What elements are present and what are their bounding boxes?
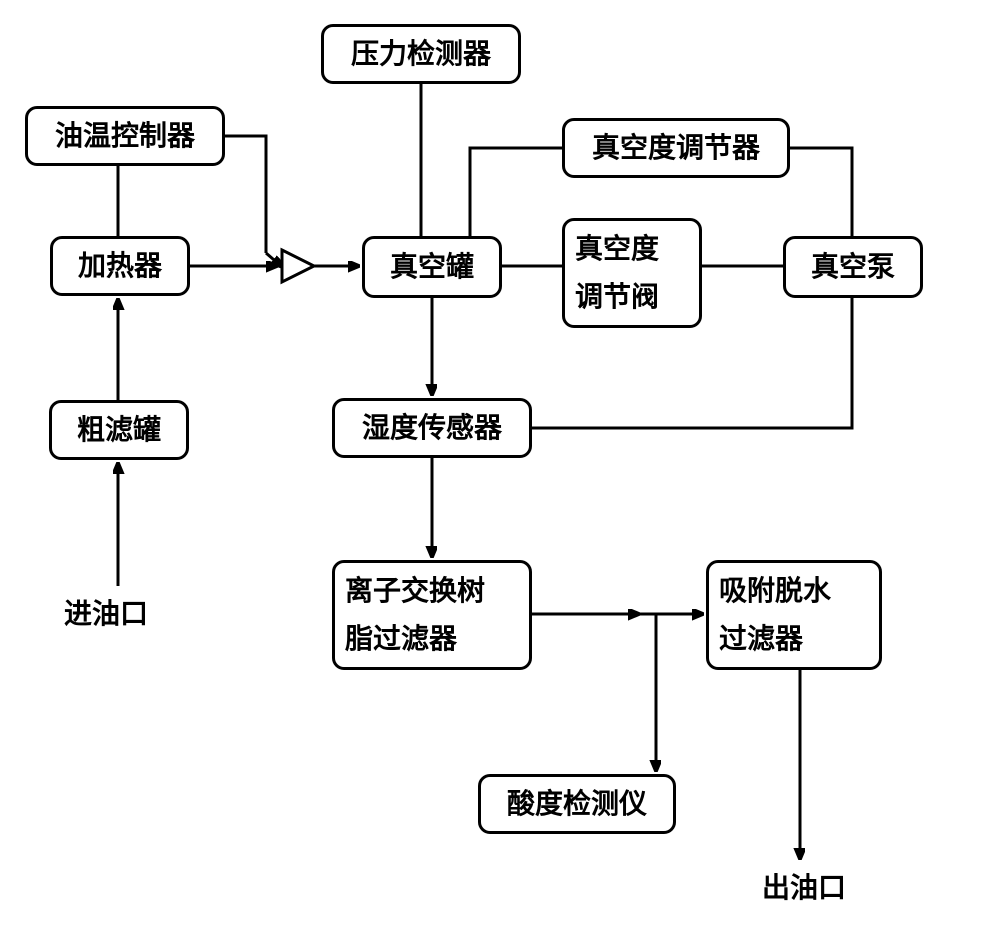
node-vacuum-pump: 真空泵 bbox=[783, 236, 923, 298]
node-label: 真空度 调节阀 bbox=[575, 225, 659, 320]
flowchart-canvas: 压力检测器 油温控制器 真空度调节器 加热器 真空罐 真空度 调节阀 真空泵 粗… bbox=[0, 0, 1000, 933]
node-oil-temp-controller: 油温控制器 bbox=[25, 106, 225, 166]
node-label: 真空泵 bbox=[811, 243, 895, 291]
label-oil-outlet: 出油口 bbox=[762, 866, 846, 906]
node-acidity-meter: 酸度检测仪 bbox=[478, 774, 676, 834]
node-vacuum-tank: 真空罐 bbox=[362, 236, 502, 298]
node-label: 湿度传感器 bbox=[362, 404, 502, 452]
node-adsorption-filter: 吸附脱水 过滤器 bbox=[706, 560, 882, 670]
node-label: 真空度调节器 bbox=[592, 124, 760, 172]
label-text: 进油口 bbox=[64, 598, 148, 629]
node-label: 加热器 bbox=[78, 242, 162, 290]
node-label: 真空罐 bbox=[390, 243, 474, 291]
node-ion-exchange-filter: 离子交换树 脂过滤器 bbox=[332, 560, 532, 670]
node-label: 粗滤罐 bbox=[77, 406, 161, 454]
node-label: 油温控制器 bbox=[55, 112, 195, 160]
node-heater: 加热器 bbox=[50, 236, 190, 296]
node-label: 吸附脱水 过滤器 bbox=[719, 567, 831, 662]
node-label: 酸度检测仪 bbox=[507, 780, 647, 828]
node-humidity-sensor: 湿度传感器 bbox=[332, 398, 532, 458]
node-label: 离子交换树 脂过滤器 bbox=[345, 567, 485, 662]
node-label: 压力检测器 bbox=[351, 30, 491, 78]
node-pressure-detector: 压力检测器 bbox=[321, 24, 521, 84]
node-coarse-filter: 粗滤罐 bbox=[49, 400, 189, 460]
node-vacuum-regulator: 真空度调节器 bbox=[562, 118, 790, 178]
label-text: 出油口 bbox=[762, 872, 846, 903]
node-vacuum-valve: 真空度 调节阀 bbox=[562, 218, 702, 328]
label-oil-inlet: 进油口 bbox=[64, 592, 148, 632]
